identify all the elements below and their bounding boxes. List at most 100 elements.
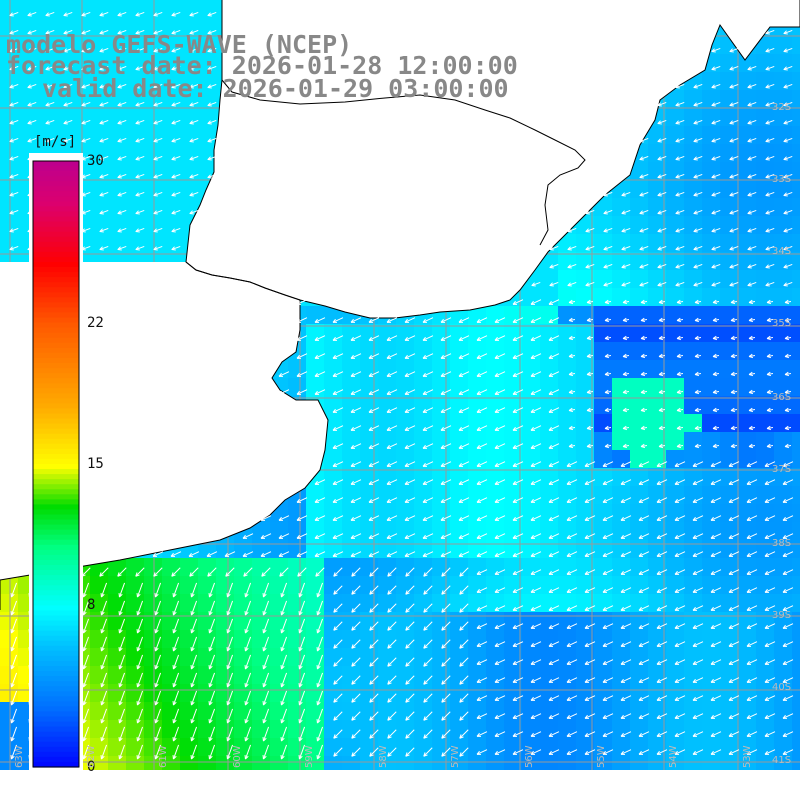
speed-cell [576, 252, 594, 270]
wind-arrow [45, 65, 55, 71]
speed-cell [702, 540, 720, 558]
wind-arrow [171, 29, 181, 35]
speed-cell [486, 342, 504, 360]
wind-arrow [586, 353, 594, 359]
speed-cell [54, 126, 72, 144]
speed-cell [90, 90, 108, 108]
speed-cell [792, 504, 800, 522]
speed-cell [450, 576, 468, 594]
speed-cell [216, 684, 234, 702]
speed-cell [342, 720, 360, 738]
speed-cell [360, 576, 378, 594]
wind-arrow [585, 209, 595, 215]
wind-arrow [99, 209, 109, 215]
speed-cell [702, 360, 720, 378]
wind-arrow [386, 317, 398, 323]
speed-cell [144, 0, 162, 18]
speed-cell [540, 648, 558, 666]
speed-cell [648, 378, 666, 396]
speed-cell [126, 630, 144, 648]
wind-arrow [117, 65, 127, 71]
speed-cell [306, 342, 324, 360]
colorbar-segment [33, 620, 79, 627]
speed-cell [126, 702, 144, 720]
speed-cell [432, 396, 450, 414]
speed-cell [216, 648, 234, 666]
speed-cell [324, 468, 342, 486]
speed-cell [720, 324, 738, 342]
speed-cell [468, 540, 486, 558]
speed-cell [720, 522, 738, 540]
wind-arrow [729, 137, 739, 143]
speed-cell [630, 486, 648, 504]
longitude-label: 59W [304, 745, 315, 768]
speed-cell [0, 72, 18, 90]
wind-arrow [531, 281, 541, 287]
speed-cell [684, 288, 702, 306]
speed-cell [162, 126, 180, 144]
speed-cell [648, 198, 666, 216]
wind-arrow [639, 173, 649, 179]
speed-cell [18, 0, 36, 18]
speed-cell [90, 594, 108, 612]
speed-cell [630, 666, 648, 684]
speed-cell [522, 288, 540, 306]
colorbar-tick-8: 8 [87, 597, 96, 614]
speed-cell [558, 576, 576, 594]
speed-cell [342, 540, 360, 558]
speed-cell [648, 216, 666, 234]
speed-cell [774, 702, 792, 720]
speed-cell [180, 594, 198, 612]
speed-cell [684, 738, 702, 756]
speed-cell [414, 360, 432, 378]
wind-arrow [675, 155, 685, 161]
wind-arrow [567, 281, 577, 287]
wind-arrow [153, 137, 163, 143]
wind-arrow [748, 299, 756, 305]
speed-cell [702, 468, 720, 486]
speed-cell [198, 126, 216, 144]
colorbar-segment [33, 282, 79, 288]
speed-cell [684, 324, 702, 342]
speed-cell [792, 252, 800, 270]
wind-arrow [153, 119, 163, 125]
speed-cell [306, 504, 324, 522]
speed-cell [594, 684, 612, 702]
speed-cell [522, 432, 540, 450]
speed-cell [522, 396, 540, 414]
speed-cell [558, 648, 576, 666]
speed-cell [324, 378, 342, 396]
speed-cell [54, 36, 72, 54]
speed-cell [558, 540, 576, 558]
speed-cell [450, 684, 468, 702]
speed-cell [720, 90, 738, 108]
speed-cell [360, 630, 378, 648]
speed-cell [90, 576, 108, 594]
speed-cell [558, 666, 576, 684]
speed-cell [594, 324, 612, 342]
wind-arrow [171, 11, 181, 17]
colorbar-segment [33, 600, 79, 606]
speed-cell [540, 270, 558, 288]
wind-arrow [603, 227, 613, 233]
speed-cell [792, 324, 800, 342]
speed-cell [396, 738, 414, 756]
speed-cell [306, 666, 324, 684]
speed-cell [342, 756, 360, 774]
wind-arrow [9, 29, 19, 35]
speed-cell [540, 468, 558, 486]
speed-cell [36, 72, 54, 90]
speed-cell [396, 360, 414, 378]
speed-cell [108, 702, 126, 720]
wind-arrow [512, 317, 524, 323]
speed-cell [522, 558, 540, 576]
speed-cell [90, 684, 108, 702]
colorbar-segment [33, 559, 79, 566]
wind-arrow [766, 299, 774, 305]
speed-cell [630, 180, 648, 198]
colorbar-segment [33, 307, 79, 314]
speed-cell [648, 162, 666, 180]
wind-arrow [27, 101, 37, 107]
speed-cell [630, 702, 648, 720]
wind-arrow [711, 47, 721, 53]
